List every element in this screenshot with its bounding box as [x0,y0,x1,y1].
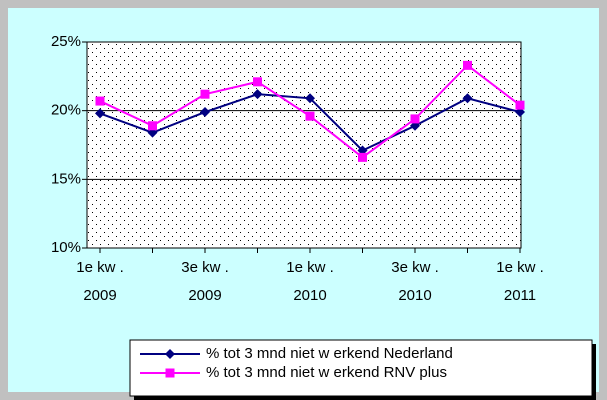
legend-label: % tot 3 mnd niet w erkend Nederland [206,345,453,362]
x-tick-label: 3e kw . 2010 [391,259,439,304]
data-point [252,89,263,100]
legend-marker [165,368,175,378]
data-point [253,77,262,87]
data-point [305,93,315,104]
y-tick-label: 25% [51,33,81,50]
legend-box [129,339,593,397]
y-tick-label: 20% [51,102,81,119]
x-tick-label: 1e kw . 2010 [286,259,334,304]
legend-label: % tot 3 mnd niet w erkend RNV plus [206,364,447,381]
y-tick-label: 10% [51,239,81,256]
data-point [148,121,157,131]
data-point [200,89,210,99]
data-point [515,100,525,110]
x-tick-label: 1e kw . 2011 [496,259,544,304]
data-point [200,107,210,118]
data-point [95,96,105,106]
data-point [95,108,105,119]
data-point [305,111,315,121]
plot-pattern [86,41,522,249]
x-tick-label: 3e kw . 2009 [181,259,229,304]
data-point [463,60,472,70]
data-point [358,152,367,162]
x-tick-label: 1e kw . 2009 [76,259,124,304]
data-point [410,114,420,124]
y-tick-label: 15% [51,170,81,187]
legend-marker [165,349,175,359]
data-point [462,93,473,104]
